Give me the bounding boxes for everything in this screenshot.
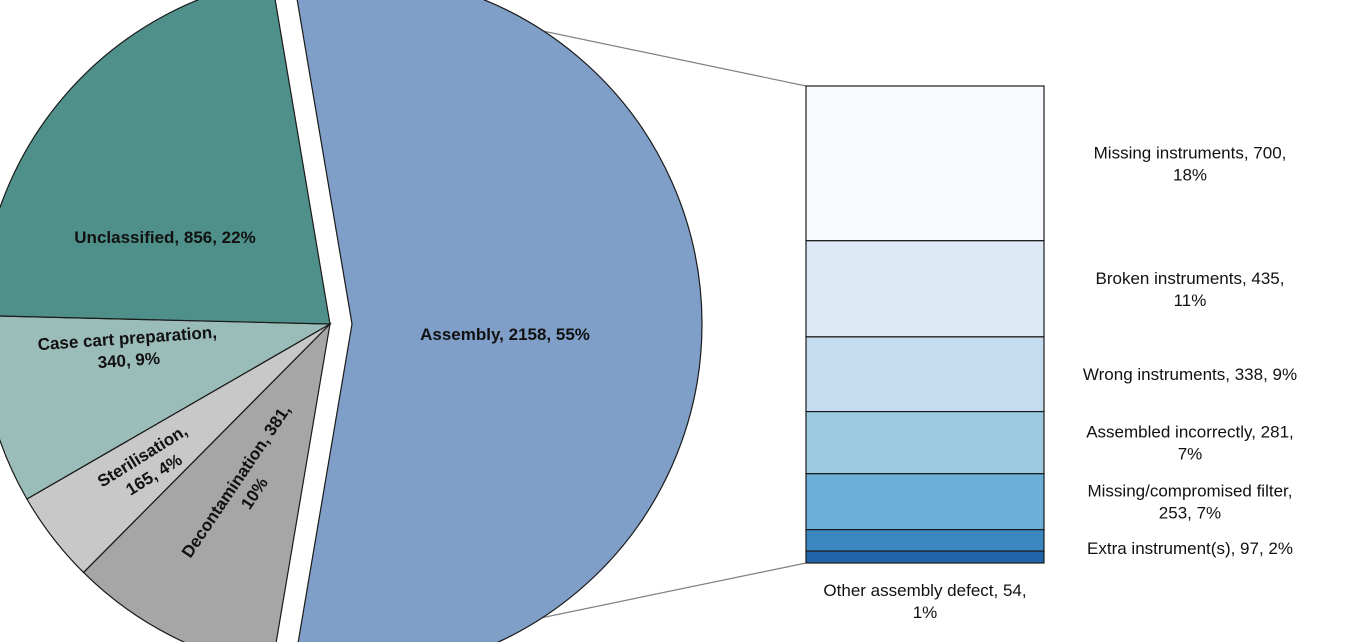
bar-segments	[805, 85, 1045, 564]
pie-slice-assembly	[296, 0, 703, 642]
bar-labels: Missing instruments, 700, 18% Broken instr…	[823, 143, 1297, 622]
connector-line-top	[391, 0, 807, 87]
bar-label-missing-compromised-filter: Missing/compromised filter, 253, 7%	[1087, 482, 1292, 523]
pie-label-unclassified: Unclassified, 856, 22%	[74, 228, 255, 247]
pie-label-assembly: Assembly, 2158, 55%	[420, 325, 590, 344]
bar-label-broken-instruments: Broken instruments, 435, 11%	[1096, 269, 1285, 310]
bar-segment-other-assembly-defect	[805, 550, 1045, 564]
bar-label-wrong-instruments: Wrong instruments, 338, 9%	[1083, 365, 1297, 384]
bar-label-missing-instruments: Missing instruments, 700, 18%	[1094, 143, 1287, 184]
bar-label-other-assembly-defect: Other assembly defect, 54, 1%	[823, 581, 1026, 622]
bar-label-assembled-incorrectly: Assembled incorrectly, 281, 7%	[1086, 423, 1294, 464]
bar-segment-missing-instruments	[805, 85, 1045, 242]
bar-segment-extra-instrument-s	[805, 529, 1045, 552]
pie-slice-case-cart-preparation	[0, 315, 333, 500]
bar-segment-wrong-instruments	[805, 336, 1045, 413]
bar-segment-missing-compromised-filter	[805, 473, 1045, 531]
pie-slices	[0, 0, 703, 642]
pie-slice-unclassified	[0, 0, 331, 325]
connector-line-bottom	[421, 562, 807, 642]
bar-label-extra-instrument-s: Extra instrument(s), 97, 2%	[1087, 539, 1293, 558]
bar-segment-broken-instruments	[805, 240, 1045, 338]
bar-segment-assembled-incorrectly	[805, 410, 1045, 475]
pie-slice-decontamination	[82, 322, 331, 642]
connector-lines	[391, 0, 807, 642]
